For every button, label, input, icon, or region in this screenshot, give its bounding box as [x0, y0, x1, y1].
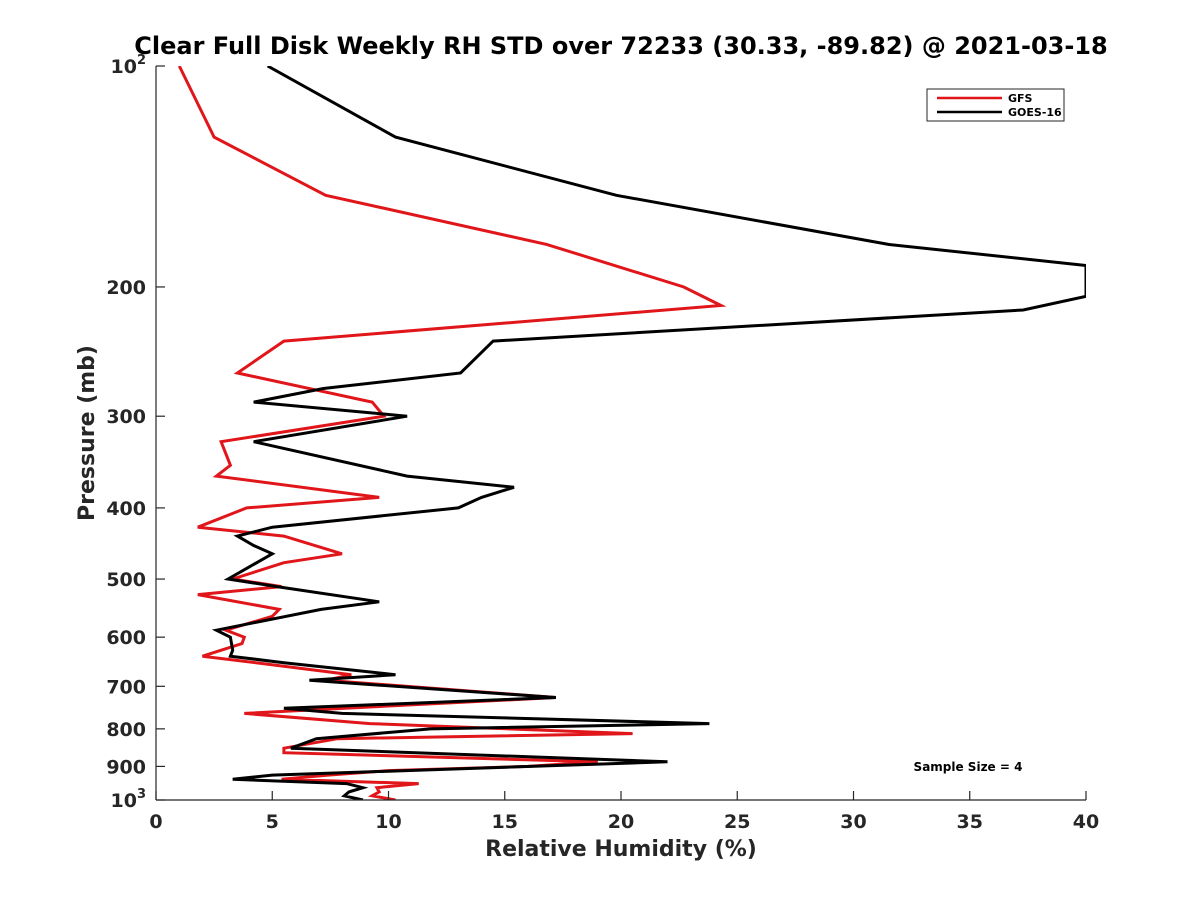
y-axis-label: Pressure (mb)	[75, 345, 100, 521]
y-tick-label: 700	[106, 676, 146, 698]
plot-series	[177, 66, 1086, 800]
series-line-goes-16	[211, 66, 1086, 800]
x-tick-label: 15	[492, 811, 518, 833]
y-tick-label: 900	[106, 756, 146, 778]
sample-size-annotation: Sample Size = 4	[914, 760, 1023, 774]
x-tick-label: 30	[840, 811, 866, 833]
x-tick-label: 5	[266, 811, 279, 833]
x-tick-label: 25	[724, 811, 750, 833]
legend-label-goes-16: GOES-16	[1008, 106, 1062, 119]
legend-box	[926, 88, 1065, 122]
x-tick-label: 0	[149, 811, 162, 833]
y-tick-label: 400	[106, 498, 146, 520]
x-axis-label: Relative Humidity (%)	[485, 837, 757, 862]
y-tick-label: 200	[106, 277, 146, 299]
y-tick-label: 800	[106, 719, 146, 741]
x-tick-label: 40	[1073, 811, 1099, 833]
y-tick-label: 300	[106, 406, 146, 428]
legend-label-gfs: GFS	[1008, 92, 1033, 105]
y-tick-label: 500	[106, 569, 146, 591]
y-tick-label: 102	[111, 53, 147, 78]
x-tick-label: 20	[608, 811, 634, 833]
axis-ticks: 0 5 10 15 20 25 30 35 40 102 200 300 400 500 600 700 800…	[106, 53, 1099, 833]
chart-title: Clear Full Disk Weekly RH STD over 72233…	[134, 32, 1107, 60]
y-tick-label: 600	[106, 627, 146, 649]
x-tick-label: 10	[375, 811, 401, 833]
y-tick-label: 103	[111, 787, 147, 812]
x-tick-label: 35	[957, 811, 983, 833]
